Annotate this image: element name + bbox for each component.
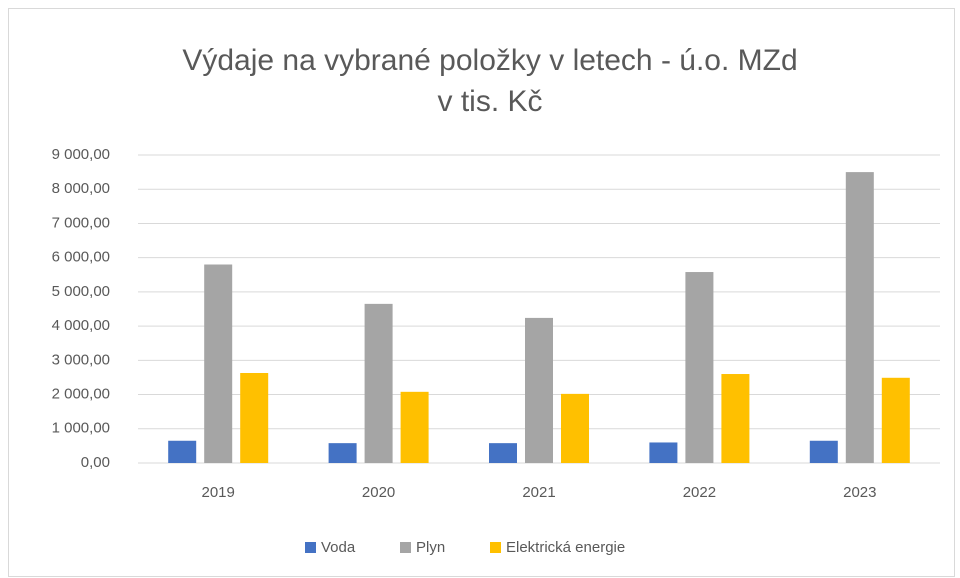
- bar: [649, 442, 678, 463]
- bar: [685, 272, 714, 463]
- bar: [881, 377, 910, 463]
- bar: [845, 172, 874, 463]
- legend-swatch: [490, 542, 501, 553]
- chart-subtitle: v tis. Kč: [437, 85, 542, 118]
- x-tick-label: 2023: [843, 484, 876, 501]
- legend-label: Plyn: [416, 539, 445, 556]
- bar: [525, 317, 553, 463]
- bar: [240, 372, 269, 463]
- legend-swatch: [305, 542, 316, 553]
- bar: [168, 440, 197, 463]
- y-tick-label: 8 000,00: [52, 180, 110, 197]
- y-tick-label: 3 000,00: [52, 351, 110, 368]
- y-tick-label: 0,00: [81, 454, 110, 471]
- bar: [328, 443, 357, 463]
- y-tick-label: 7 000,00: [52, 214, 110, 231]
- bar: [364, 303, 393, 463]
- y-tick-label: 1 000,00: [52, 420, 110, 437]
- chart-frame: [8, 8, 955, 577]
- x-tick-label: 2022: [683, 484, 716, 501]
- bar: [721, 374, 750, 463]
- y-tick-label: 5 000,00: [52, 283, 110, 300]
- x-tick-label: 2021: [522, 484, 555, 501]
- y-tick-label: 6 000,00: [52, 249, 110, 266]
- bar: [204, 264, 233, 463]
- x-tick-label: 2020: [362, 484, 395, 501]
- y-tick-label: 2 000,00: [52, 386, 110, 403]
- chart-title: Výdaje na vybrané položky v letech - ú.o…: [182, 44, 797, 77]
- legend-label: Elektrická energie: [506, 539, 625, 556]
- bar: [400, 391, 429, 463]
- legend-label: Voda: [321, 539, 356, 556]
- bar: [561, 393, 589, 463]
- bar: [809, 440, 838, 463]
- x-tick-label: 2019: [202, 484, 235, 501]
- y-tick-label: 9 000,00: [52, 146, 110, 163]
- legend-swatch: [400, 542, 411, 553]
- bar: [489, 443, 517, 463]
- y-tick-label: 4 000,00: [52, 317, 110, 334]
